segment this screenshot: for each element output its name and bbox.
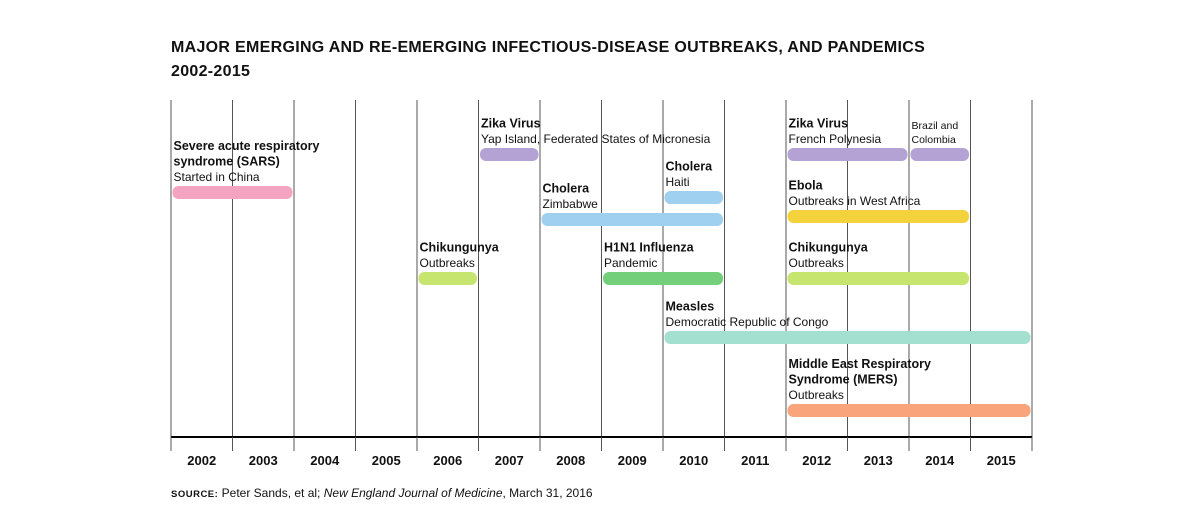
event-name-label: Zika Virus [789, 117, 849, 131]
event-detail-label: Colombia [912, 134, 957, 146]
year-tick-label: 2009 [618, 453, 647, 468]
event-bar [418, 272, 477, 285]
event-bar [664, 331, 1031, 344]
chart-title-line2: 2002-2015 [171, 63, 251, 80]
year-tick-label: 2005 [372, 453, 401, 468]
event-detail-label: Zimbabwe [543, 197, 599, 211]
year-tick-label: 2002 [187, 453, 216, 468]
event-detail-label: Started in China [174, 170, 260, 184]
event-detail-label: Outbreaks in West Africa [789, 194, 921, 208]
event-name-label: Severe acute respiratory [174, 139, 320, 153]
event-detail-label: Outbreaks [789, 388, 844, 402]
event-name-label: Ebola [789, 179, 824, 193]
year-tick-label: 2007 [495, 453, 524, 468]
event-bar [787, 148, 908, 161]
event-bar [603, 272, 723, 285]
event-name-label: Middle East Respiratory [789, 357, 931, 371]
event-bar [480, 148, 539, 161]
event-name-label: Syndrome (MERS) [789, 373, 898, 387]
event-bar [787, 272, 969, 285]
year-tick-label: 2004 [310, 453, 340, 468]
event-detail-label: Yap Island, Federated States of Micrones… [481, 132, 711, 146]
year-tick-label: 2013 [864, 453, 893, 468]
event-bar [664, 191, 723, 204]
event-name-label: Zika Virus [481, 117, 541, 131]
year-tick-label: 2003 [249, 453, 278, 468]
event-name-label: Chikungunya [420, 241, 500, 255]
event-bar [787, 210, 969, 223]
chart-title-line1: MAJOR EMERGING AND RE-EMERGING INFECTIOU… [171, 39, 926, 56]
event-bar [787, 404, 1031, 417]
year-tick-label: 2010 [679, 453, 708, 468]
event-detail-label: Brazil and [912, 120, 959, 132]
event-detail-label: Democratic Republic of Congo [666, 315, 829, 329]
event-name-label: H1N1 Influenza [604, 241, 695, 255]
event-name-label: Cholera [666, 160, 714, 174]
source-note: SOURCE: Peter Sands, et al; New England … [171, 486, 593, 500]
year-tick-label: 2012 [802, 453, 831, 468]
source-label: SOURCE: [171, 489, 219, 500]
source-authors: Peter Sands, et al; [221, 486, 321, 500]
source-date: , March 31, 2016 [502, 486, 593, 500]
event-bar [910, 148, 969, 161]
event-name-label: syndrome (SARS) [174, 155, 280, 169]
year-tick-label: 2014 [925, 453, 955, 468]
year-tick-label: 2015 [987, 453, 1016, 468]
event-detail-label: Outbreaks [789, 256, 844, 270]
event-detail-label: Haiti [666, 175, 690, 189]
event-bar [172, 186, 293, 199]
event-name-label: Measles [666, 300, 715, 314]
chart-title: MAJOR EMERGING AND RE-EMERGING INFECTIOU… [171, 36, 925, 84]
year-tick-label: 2006 [433, 453, 462, 468]
event-name-label: Cholera [543, 182, 591, 196]
year-tick-label: 2011 [741, 453, 769, 468]
event-bar [541, 213, 723, 226]
source-journal: New England Journal of Medicine [323, 486, 503, 500]
event-name-label: Chikungunya [789, 241, 869, 255]
event-detail-label: French Polynesia [789, 132, 882, 146]
year-tick-label: 2008 [556, 453, 585, 468]
event-detail-label: Pandemic [604, 256, 657, 270]
event-detail-label: Outbreaks [420, 256, 475, 270]
